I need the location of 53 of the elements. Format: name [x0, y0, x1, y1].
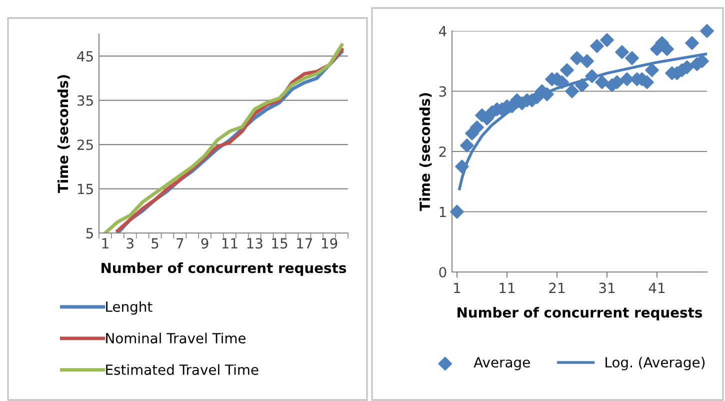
x-tick-label: 17	[297, 238, 312, 248]
point	[615, 45, 629, 59]
point	[560, 63, 574, 78]
y-axis-title: Time (seconds)	[57, 75, 70, 194]
y-tick-label: 3	[439, 86, 446, 97]
x-tick-label: 1	[454, 282, 460, 293]
point	[595, 75, 609, 90]
x-tick-label: 31	[599, 282, 615, 294]
x-axis-title: Number of concurrent requests	[102, 262, 346, 276]
x-tick-label: 41	[648, 282, 665, 293]
x-tick-label: 1	[102, 238, 108, 248]
point	[700, 24, 714, 38]
legend-label: Nominal Travel Time	[106, 332, 246, 344]
y-tick-label: 45	[77, 51, 93, 62]
point	[565, 84, 579, 98]
point	[460, 138, 474, 152]
x-axis-title: Number of concurrent requests	[458, 306, 702, 320]
x-tick-label: 11	[500, 282, 515, 293]
y-tick-label: 2	[439, 146, 446, 157]
x-tick-label: 3	[126, 238, 134, 249]
y-tick-label: 15	[78, 184, 93, 194]
x-tick-label: 11	[222, 238, 238, 248]
y-axis-title: Time (seconds)	[419, 93, 432, 212]
point	[455, 160, 469, 174]
point	[645, 63, 659, 78]
legend-label: Estimated Travel Time	[106, 364, 258, 375]
point	[580, 54, 594, 68]
point	[570, 51, 584, 66]
x-tick-label: 13	[247, 238, 262, 249]
point	[660, 42, 674, 56]
point	[625, 51, 639, 66]
point	[685, 36, 699, 50]
point	[470, 120, 484, 134]
point	[585, 69, 599, 84]
point	[590, 39, 604, 53]
point	[575, 78, 589, 92]
legend-label: Average	[474, 357, 530, 370]
x-tick-label: 9	[201, 238, 208, 249]
x-tick-label: 21	[549, 282, 565, 293]
y-tick-label: 4	[438, 26, 446, 36]
x-tick-label: 15	[272, 238, 288, 249]
y-tick-label: 5	[86, 228, 93, 238]
point	[600, 33, 614, 47]
y-tick-label: 35	[78, 95, 93, 106]
y-tick-label: 0	[439, 266, 446, 278]
x-tick-label: 19	[322, 238, 338, 249]
x-tick-label: 5	[152, 238, 158, 249]
y-tick-label: 25	[77, 140, 93, 150]
point	[450, 204, 464, 219]
x-tick-label: 7	[176, 238, 184, 248]
legend-label: Log. (Average)	[606, 356, 705, 370]
legend-label: Lenght	[106, 301, 152, 315]
y-tick-label: 1	[440, 206, 446, 218]
